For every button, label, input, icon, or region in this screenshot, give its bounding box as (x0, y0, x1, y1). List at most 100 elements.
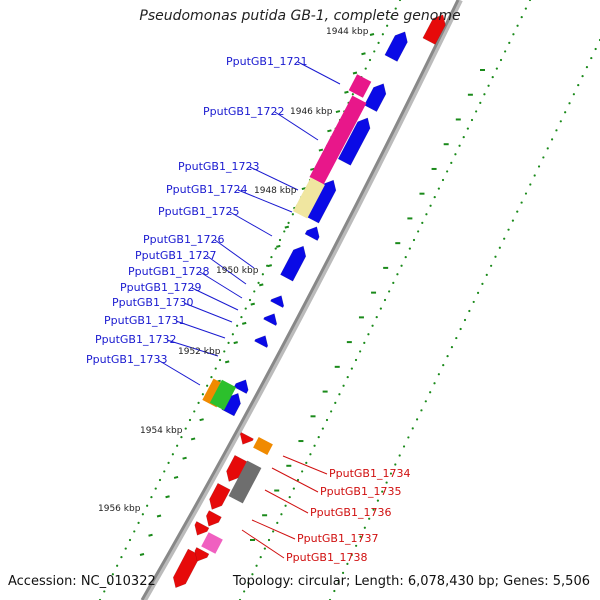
gc-dash (259, 283, 264, 287)
gc-dot-inner (291, 213, 294, 216)
gc-dot-inner (390, 16, 393, 19)
gc-dot-inner (287, 221, 290, 224)
gc-dot-inner (223, 350, 226, 353)
gc-dot-mid (504, 50, 507, 53)
gc-dash (344, 90, 349, 94)
forward-gene-6 (270, 295, 285, 309)
gc-dot-mid (371, 324, 374, 327)
gc-dot-mid (317, 436, 320, 439)
gene-label-forward[interactable]: PputGB1_1726 (143, 233, 225, 246)
gc-dot-outer (446, 355, 449, 358)
gc-dot-mid (247, 581, 250, 584)
gc-dash (233, 341, 238, 345)
gc-dot-inner (171, 453, 174, 456)
reverse-gene-bottom (194, 547, 210, 562)
gc-dot-outer (594, 47, 597, 51)
gc-dot-mid (367, 333, 370, 336)
gc-dot-mid (524, 7, 527, 10)
gc-dot-mid (263, 547, 266, 550)
gene-label-reverse[interactable]: PputGB1_1734 (329, 467, 411, 480)
gc-dot-outer (424, 400, 427, 403)
gene-label-reverse[interactable]: PputGB1_1735 (320, 485, 402, 498)
gene-label-forward[interactable]: PputGB1_1732 (95, 333, 177, 346)
gene-label-forward[interactable]: PputGB1_1724 (166, 183, 248, 196)
gc-dot-outer (402, 445, 406, 448)
gc-dot-mid (330, 410, 333, 413)
gc-dot-outer (529, 183, 532, 186)
gc-dot-mid (255, 564, 258, 567)
gc-dot-outer (559, 120, 562, 123)
gc-dot-outer (346, 562, 349, 565)
gc-dot-mid (454, 153, 457, 156)
gc-dot-inner (364, 67, 367, 70)
gc-dot-inner (386, 24, 389, 27)
gc-dot-outer (341, 571, 345, 575)
gc-dash (352, 71, 358, 75)
gc-dot-inner (128, 538, 132, 542)
kbp-label: 1946 kbp (290, 107, 333, 117)
gene-label-forward[interactable]: PputGB1_1722 (203, 105, 285, 118)
gene-label-forward[interactable]: PputGB1_1729 (120, 281, 202, 294)
gc-dash (156, 514, 162, 518)
gene-label-forward[interactable]: PputGB1_1723 (178, 160, 260, 173)
gc-dot-inner (150, 496, 153, 499)
leader-forward (191, 287, 239, 311)
gc-dot-outer (498, 246, 501, 249)
gc-dash (190, 437, 196, 441)
gc-dot-inner (206, 384, 209, 387)
gc-dot-inner (270, 256, 273, 259)
gc-dot-mid (354, 358, 358, 362)
gc-dot-mid (325, 418, 329, 422)
map-title: Pseudomonas putida GB-1, complete genome (139, 8, 461, 24)
gc-dot-mid (396, 273, 399, 276)
gene-label-reverse[interactable]: PputGB1_1737 (297, 532, 379, 545)
gc-dot-outer (468, 309, 471, 313)
forward-gene-3 (305, 179, 337, 224)
gc-dot-outer (433, 382, 436, 385)
reverse-gene-5 (172, 548, 201, 589)
gene-label-reverse[interactable]: PputGB1_1738 (286, 551, 368, 564)
forward-gene-0 (384, 31, 408, 62)
gene-label-forward[interactable]: PputGB1_1727 (135, 249, 217, 262)
gene-label-forward[interactable]: PputGB1_1728 (128, 265, 210, 278)
gene-label-forward[interactable]: PputGB1_1725 (158, 205, 240, 218)
gc-dot-inner (257, 281, 260, 284)
reverse-gene-4 (194, 521, 210, 536)
gc-dot-outer (472, 300, 475, 304)
gc-dot-inner (137, 521, 140, 524)
gc-dot-inner (193, 410, 196, 413)
gc-dot-outer (450, 345, 454, 349)
gc-dot-mid (313, 444, 316, 447)
gc-dash (224, 360, 230, 364)
gc-dot-outer (442, 364, 445, 367)
gc-dot-inner (158, 478, 162, 482)
gc-dot-outer (337, 580, 340, 584)
gc-dash (327, 129, 332, 133)
gc-dot-inner (197, 401, 200, 404)
gene-label-forward[interactable]: PputGB1_1721 (226, 55, 308, 68)
gene-label-forward[interactable]: PputGB1_1733 (86, 353, 168, 366)
gene-label-forward[interactable]: PputGB1_1730 (112, 296, 194, 309)
gc-dot-inner (210, 376, 213, 379)
gc-dot-inner (188, 418, 192, 422)
genome-backbone (140, 0, 463, 600)
forward-gene-2 (337, 117, 371, 166)
gc-dash (310, 167, 315, 171)
gc-dot-mid (520, 16, 523, 19)
gc-dot-mid (276, 521, 279, 524)
gc-dot-mid (363, 341, 366, 344)
gc-dot-inner (248, 298, 252, 302)
gc-dash (250, 302, 255, 306)
gc-dash (148, 533, 153, 537)
kbp-label: 1944 kbp (326, 27, 369, 37)
gene-label-reverse[interactable]: PputGB1_1736 (310, 506, 392, 519)
gc-dot-outer (577, 84, 580, 87)
gc-dot-mid (466, 127, 469, 130)
gc-dash (267, 264, 273, 268)
gene-label-forward[interactable]: PputGB1_1731 (104, 314, 186, 327)
gc-dot-outer (420, 409, 423, 412)
leader-reverse (271, 467, 319, 493)
gc-dot-inner (184, 427, 187, 430)
gc-dot-mid (479, 101, 482, 104)
